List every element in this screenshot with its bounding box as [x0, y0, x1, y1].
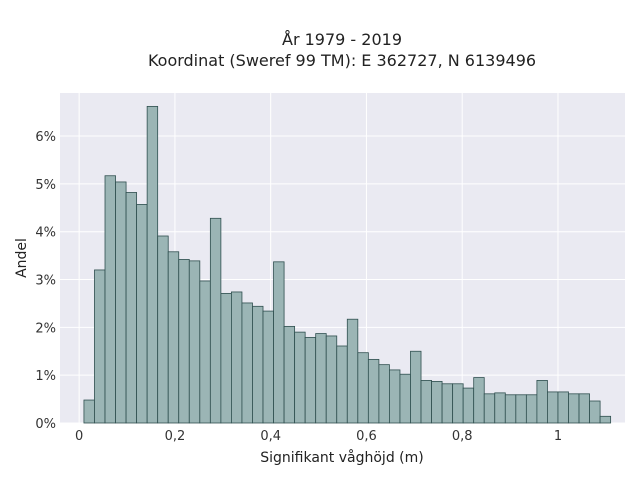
y-tick-label: 4%: [35, 226, 56, 241]
histogram-bar: [136, 204, 148, 424]
histogram-bar: [220, 292, 232, 424]
histogram-bar: [231, 291, 243, 424]
x-tick-label: 1: [554, 429, 562, 444]
histogram-bar: [504, 394, 517, 424]
y-tick-label: 1%: [35, 369, 56, 384]
histogram-bar: [367, 358, 380, 424]
x-tick-label: 0,6: [356, 429, 377, 444]
histogram-bar: [420, 380, 432, 424]
histogram-bar: [599, 415, 612, 424]
histogram-bar: [431, 380, 443, 424]
x-tick-label: 0,2: [165, 429, 186, 444]
histogram-bar: [568, 393, 580, 424]
y-tick-label: 2%: [35, 321, 56, 336]
histogram-bar: [378, 364, 390, 424]
histogram-bar: [557, 391, 569, 424]
histogram-bar: [525, 394, 538, 424]
x-tick-label: 0,8: [452, 429, 473, 444]
histogram-bar: [452, 383, 464, 424]
histogram-bar: [252, 305, 264, 424]
histogram-bar: [241, 302, 253, 424]
histogram-bar: [473, 377, 485, 424]
bar-layer: [83, 105, 612, 424]
histogram-bar: [104, 175, 116, 424]
histogram-bar: [83, 399, 95, 424]
y-tick-label: 3%: [35, 274, 56, 289]
y-tick-label: 6%: [35, 130, 56, 145]
histogram-bar: [315, 333, 327, 424]
histogram-bar: [536, 380, 548, 424]
histogram-bar: [273, 261, 285, 424]
histogram-bar: [346, 318, 359, 424]
histogram-bar: [494, 392, 506, 424]
histogram-bar: [483, 393, 496, 424]
histogram-bar: [146, 105, 159, 424]
histogram-bar: [283, 325, 296, 424]
histogram-bar: [589, 400, 601, 424]
y-tick-label: 5%: [35, 178, 56, 193]
x-axis-label: Signifikant våghöjd (m): [260, 449, 423, 466]
histogram-bar: [199, 280, 211, 424]
histogram-bar: [178, 259, 190, 424]
histogram-bar: [325, 335, 338, 424]
tick-layer: 0 0,2 0,4 0,6 0,8 1 0% 1% 2% 3% 4% 5% 6%: [35, 130, 562, 444]
histogram-bar: [336, 345, 348, 424]
x-tick-label: 0: [75, 429, 83, 444]
histogram-bar: [94, 269, 106, 424]
histogram-bar: [157, 235, 169, 424]
histogram-bar: [547, 391, 559, 424]
chart-subtitle: Koordinat (Sweref 99 TM): E 362727, N 61…: [148, 51, 536, 70]
y-axis-label: Andel: [14, 238, 30, 278]
histogram-bar: [125, 192, 138, 424]
histogram-bar: [410, 350, 422, 424]
chart-title: År 1979 - 2019: [282, 30, 402, 49]
histogram-bar: [115, 181, 127, 424]
histogram-bar: [188, 260, 201, 424]
histogram-bar: [578, 393, 590, 424]
histogram-bar: [515, 394, 527, 424]
histogram-bar: [167, 251, 180, 424]
histogram-bar: [294, 331, 306, 424]
histogram-bar: [399, 373, 411, 424]
histogram-bar: [462, 387, 475, 424]
histogram-bar: [441, 383, 454, 424]
histogram-bar: [357, 352, 369, 424]
y-tick-label: 0%: [35, 417, 56, 432]
x-tick-label: 0,4: [260, 429, 281, 444]
histogram-bar: [389, 369, 401, 424]
histogram-bar: [209, 217, 222, 424]
histogram-bar: [262, 310, 274, 424]
histogram-bar: [304, 336, 317, 424]
